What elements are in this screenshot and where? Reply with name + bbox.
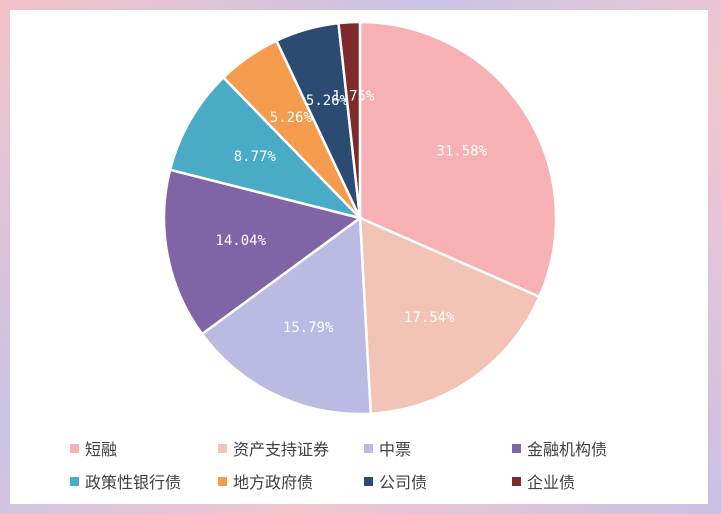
legend-item-2: 中票 [364,436,504,460]
percent-labels: 31.58%17.54%15.79%14.04%8.77%5.26%5.26%1… [215,89,487,336]
legend-item-0: 短融 [70,436,210,460]
legend-label-3: 金融机构债 [527,440,608,459]
slice-label-4: 8.77% [234,149,277,165]
legend-swatch-4 [70,476,79,486]
legend-swatch-6 [364,476,373,486]
legend-label-2: 中票 [379,440,412,459]
slice-label-5: 5.26% [270,110,313,126]
legend-label-0: 短融 [85,440,118,459]
legend-item-4: 政策性银行债 [70,469,210,493]
pie-slice-4 [168,75,364,221]
slice-label-2: 15.79% [283,320,334,336]
legend-swatch-2 [364,443,373,453]
slice-label-0: 31.58% [436,144,487,160]
slice-label-6: 5.26% [306,93,349,109]
pie-slices [162,20,558,416]
legend-item-3: 金融机构债 [512,436,662,460]
legend-item-5: 地方政府债 [218,469,356,493]
pie-slice-1 [358,216,542,416]
pie-slice-2 [200,215,373,416]
legend-label-1: 资产支持证券 [233,440,330,459]
legend-item-6: 公司债 [364,469,504,493]
legend-swatch-7 [512,476,521,486]
legend-swatch-0 [70,443,79,453]
legend-label-6: 公司债 [379,473,428,492]
legend-label-5: 地方政府债 [233,473,314,492]
pie-slice-0 [358,20,558,299]
legend-label-4: 政策性银行债 [85,473,182,492]
legend-swatch-5 [218,476,227,486]
pie-slice-3 [162,168,363,336]
legend-item-7: 企业债 [512,469,662,493]
legend-item-1: 资产支持证券 [218,436,356,460]
slice-label-3: 14.04% [215,233,266,249]
slice-label-1: 17.54% [404,310,455,326]
pie-slice-7 [337,20,362,219]
legend: 短融 资产支持证券 中票 金融机构债 政策性银行债 地方政府债 公司债 企业债 [70,436,660,493]
legend-swatch-3 [512,443,521,453]
legend-label-7: 企业债 [527,473,576,492]
slice-label-7: 1.75% [332,89,375,105]
legend-swatch-1 [218,443,227,453]
